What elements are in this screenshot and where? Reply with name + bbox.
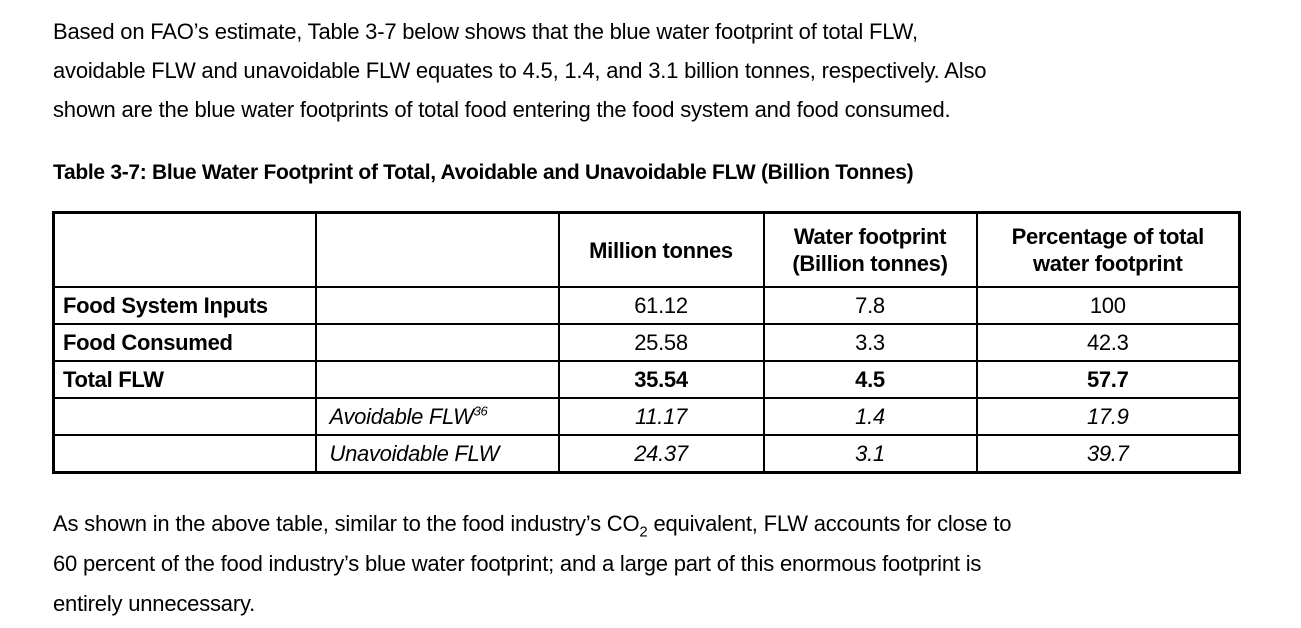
header-percentage-line2: water footprint <box>1033 251 1183 276</box>
table-row-total-flw: Total FLW 35.54 4.5 57.7 <box>52 360 1241 399</box>
closing-paragraph: As shown in the above table, similar to … <box>53 504 1261 624</box>
cell-water-footprint: 1.4 <box>762 397 978 436</box>
cell-percentage: 17.9 <box>975 397 1241 436</box>
table-row-unavoidable-flw: Unavoidable FLW 24.37 3.1 39.7 <box>52 434 1241 474</box>
table-row-food-system-inputs: Food System Inputs 61.12 7.8 100 <box>52 286 1241 325</box>
cell-water-footprint: 3.3 <box>762 323 978 362</box>
cell-sublabel: Unavoidable FLW <box>314 434 560 474</box>
cell-water-footprint: 4.5 <box>762 360 978 399</box>
cell-sublabel <box>314 360 560 399</box>
blue-water-footprint-table: Million tonnes Water footprint (Billion … <box>52 211 1241 474</box>
sublabel-text: Unavoidable FLW <box>329 440 500 466</box>
header-subcategory <box>314 211 560 288</box>
intro-paragraph: Based on FAO’s estimate, Table 3-7 below… <box>53 12 1261 129</box>
closing-line-2: 60 percent of the food industry’s blue w… <box>53 551 982 576</box>
header-percentage-line1: Percentage of total <box>1011 224 1205 249</box>
cell-label: Food System Inputs <box>52 286 317 325</box>
header-category <box>52 211 317 288</box>
cell-water-footprint: 3.1 <box>762 434 978 474</box>
footnote-ref-36: 36 <box>473 403 488 419</box>
cell-million-tonnes: 61.12 <box>557 286 765 325</box>
closing-line-1: As shown in the above table, similar to … <box>53 504 1261 544</box>
cell-label <box>52 397 317 436</box>
cell-million-tonnes: 35.54 <box>557 360 765 399</box>
cell-label: Total FLW <box>52 360 317 399</box>
cell-percentage: 39.7 <box>975 434 1241 474</box>
table-header-row: Million tonnes Water footprint (Billion … <box>52 211 1241 288</box>
header-percentage: Percentage of total water footprint <box>975 211 1241 288</box>
cell-million-tonnes: 24.37 <box>557 434 765 474</box>
cell-label <box>52 434 317 474</box>
cell-sublabel <box>314 323 560 362</box>
table-row-avoidable-flw: Avoidable FLW36 11.17 1.4 17.9 <box>52 397 1241 436</box>
cell-million-tonnes: 11.17 <box>557 397 765 436</box>
cell-percentage: 42.3 <box>975 323 1241 362</box>
closing-line1-text-after: equivalent, FLW accounts for close to <box>647 511 1012 536</box>
cell-sublabel <box>314 286 560 325</box>
cell-water-footprint: 7.8 <box>762 286 978 325</box>
cell-sublabel: Avoidable FLW36 <box>314 397 560 436</box>
table-row-food-consumed: Food Consumed 25.58 3.3 42.3 <box>52 323 1241 362</box>
co2-subscript: 2 <box>639 523 648 541</box>
closing-line-3: entirely unnecessary. <box>53 591 256 616</box>
cell-percentage: 57.7 <box>975 360 1241 399</box>
table-caption: Table 3-7: Blue Water Footprint of Total… <box>53 161 914 184</box>
cell-million-tonnes: 25.58 <box>557 323 765 362</box>
intro-line-2: avoidable FLW and unavoidable FLW equate… <box>53 58 987 83</box>
header-water-footprint: Water footprint (Billion tonnes) <box>762 211 978 288</box>
intro-line-3: shown are the blue water footprints of t… <box>53 97 951 122</box>
cell-label: Food Consumed <box>52 323 317 362</box>
header-water-footprint-line1: Water footprint <box>793 224 947 249</box>
sublabel-text: Avoidable FLW <box>329 403 474 429</box>
cell-percentage: 100 <box>975 286 1241 325</box>
intro-line-1: Based on FAO’s estimate, Table 3-7 below… <box>53 19 918 44</box>
header-million-tonnes: Million tonnes <box>557 211 765 288</box>
header-water-footprint-line2: (Billion tonnes) <box>792 251 948 276</box>
closing-line1-text: As shown in the above table, similar to … <box>53 511 640 536</box>
